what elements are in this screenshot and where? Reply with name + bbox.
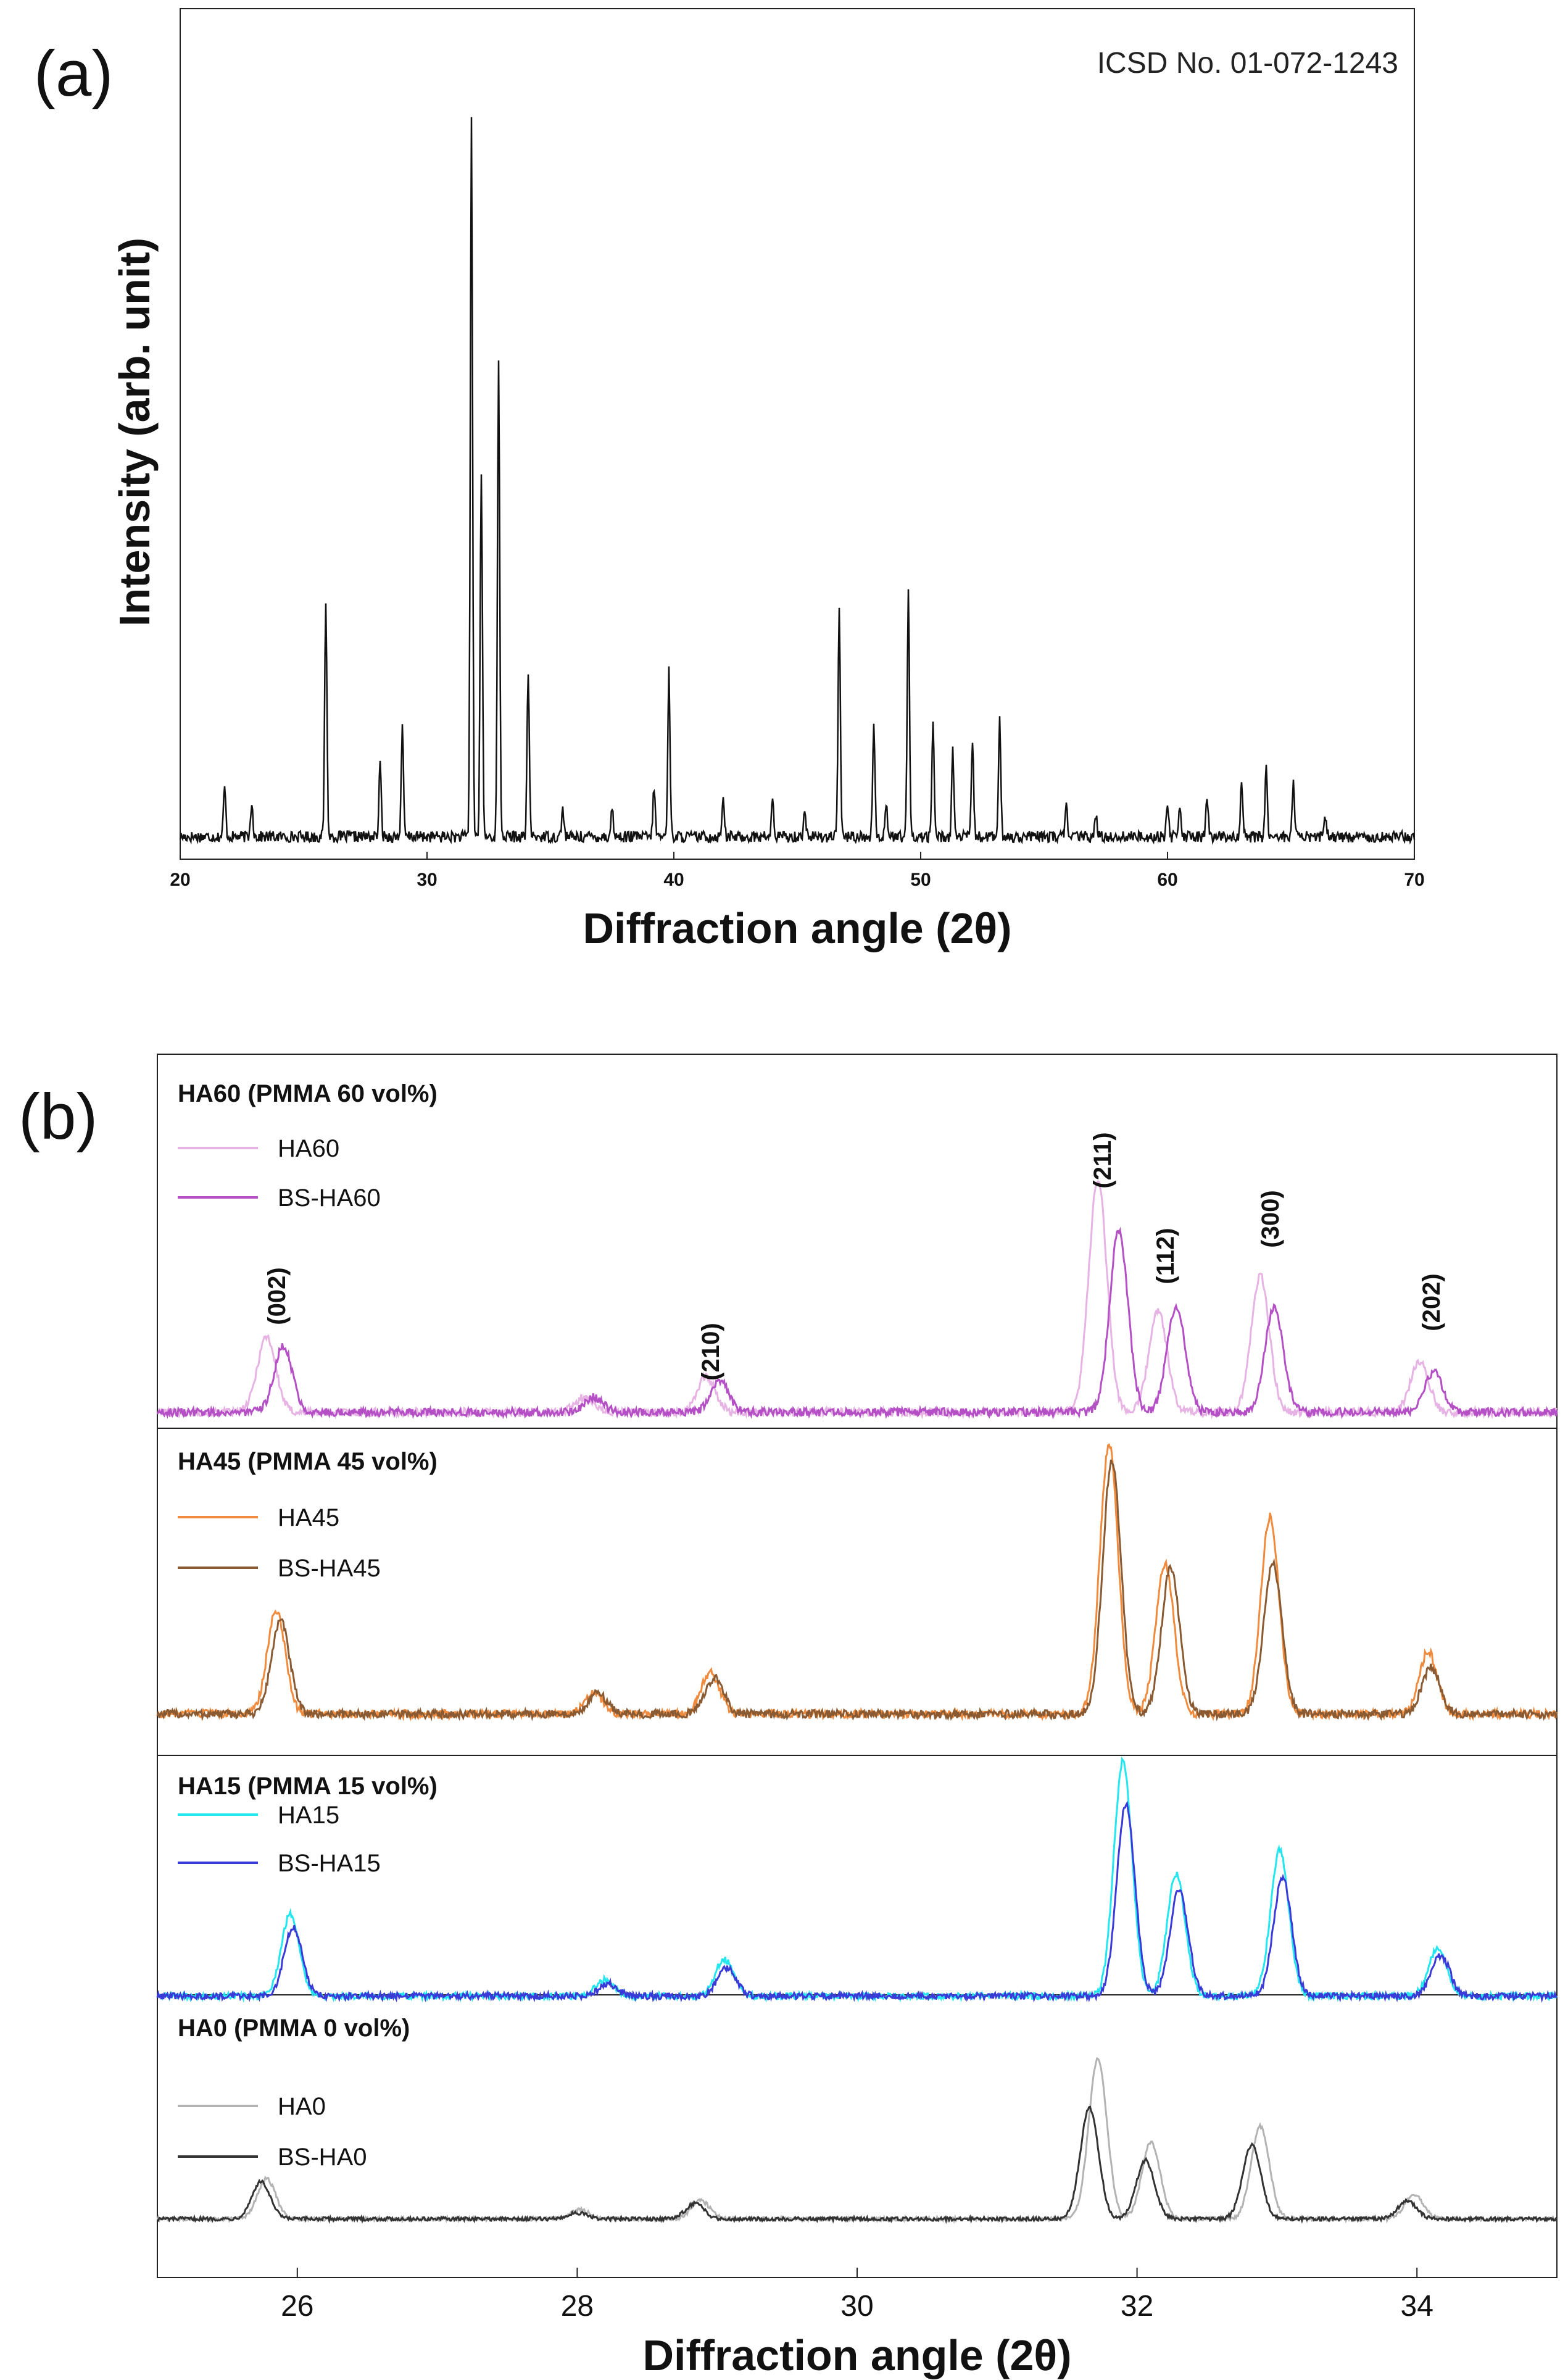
x-tick-label-30: 30 xyxy=(417,870,437,890)
panel-a-x-axis-title: Diffraction angle (2θ) xyxy=(583,904,1011,952)
panel-b-letter: (b) xyxy=(19,1081,97,1153)
peak-label-210: (210) xyxy=(697,1323,724,1380)
peak-label-002: (002) xyxy=(263,1267,291,1325)
legend-label-bs-ha45: BS-HA45 xyxy=(278,1555,381,1582)
legend-label-bs-ha15: BS-HA15 xyxy=(278,1850,381,1877)
group-title-ha60: HA60 (PMMA 60 vol%) xyxy=(178,1080,438,1107)
x-tick-label-40: 40 xyxy=(663,870,684,890)
group-title-ha45: HA45 (PMMA 45 vol%) xyxy=(178,1448,438,1475)
x-tick-label-60: 60 xyxy=(1157,870,1177,890)
peak-label-202: (202) xyxy=(1418,1273,1445,1331)
panel-b-x-ticks: 26 28 30 32 34 xyxy=(281,2268,1433,2323)
peak-label-300: (300) xyxy=(1257,1190,1284,1247)
curve-bs-ha0 xyxy=(157,2105,1558,2224)
x-tick-label-26: 26 xyxy=(281,2290,313,2323)
panel-a: (a) ICSD No. 01-072-1243 Intensity (arb.… xyxy=(34,8,1425,952)
group-title-ha0: HA0 (PMMA 0 vol%) xyxy=(178,2015,410,2042)
legend-ha15: HA15 BS-HA15 xyxy=(178,1802,381,1877)
x-tick-label-30: 30 xyxy=(840,2290,873,2323)
legend-label-bs-ha60: BS-HA60 xyxy=(278,1184,381,1212)
group-title-ha15: HA15 (PMMA 15 vol%) xyxy=(178,1773,438,1800)
curve-ha0 xyxy=(156,2057,1558,2224)
curve-bs-ha45 xyxy=(156,1459,1558,1721)
x-tick-label-20: 20 xyxy=(170,870,190,890)
legend-ha0: HA0 BS-HA0 xyxy=(178,2093,367,2171)
x-tick-label-32: 32 xyxy=(1121,2290,1153,2323)
panel-a-y-axis-title: Intensity (arb. unit) xyxy=(110,238,159,626)
curve-bs-ha60 xyxy=(156,1226,1558,1420)
x-tick-label-34: 34 xyxy=(1401,2290,1433,2323)
panel-b: (b) Diffraction angle (2θ) 26 28 30 32 34 HA… xyxy=(19,1054,1558,2379)
legend-ha60: HA60 BS-HA60 xyxy=(178,1135,381,1212)
x-tick-label-70: 70 xyxy=(1404,870,1424,890)
peak-label-211: (211) xyxy=(1089,1132,1116,1188)
curve-ha60 xyxy=(156,1180,1558,1420)
peak-label-112: (112) xyxy=(1152,1228,1179,1284)
panel-b-x-axis-title: Diffraction angle (2θ) xyxy=(642,2331,1071,2379)
legend-label-bs-ha0: BS-HA0 xyxy=(278,2144,367,2171)
panel-a-x-ticks: 20 30 40 50 60 70 xyxy=(170,852,1425,890)
panel-a-frame xyxy=(180,8,1415,860)
x-tick-label-28: 28 xyxy=(561,2290,594,2323)
reference-pattern-line xyxy=(179,117,1416,846)
panel-a-letter: (a) xyxy=(34,38,113,110)
x-tick-label-50: 50 xyxy=(910,870,931,890)
legend-label-ha45: HA45 xyxy=(278,1504,339,1531)
curve-bs-ha15 xyxy=(156,1800,1558,2003)
panel-b-frame xyxy=(157,1054,1558,2278)
legend-ha45: HA45 BS-HA45 xyxy=(178,1504,381,1582)
legend-label-ha15: HA15 xyxy=(278,1802,339,1829)
legend-label-ha0: HA0 xyxy=(278,2093,326,2120)
reference-card-label: ICSD No. 01-072-1243 xyxy=(1097,47,1398,80)
legend-label-ha60: HA60 xyxy=(278,1135,339,1162)
